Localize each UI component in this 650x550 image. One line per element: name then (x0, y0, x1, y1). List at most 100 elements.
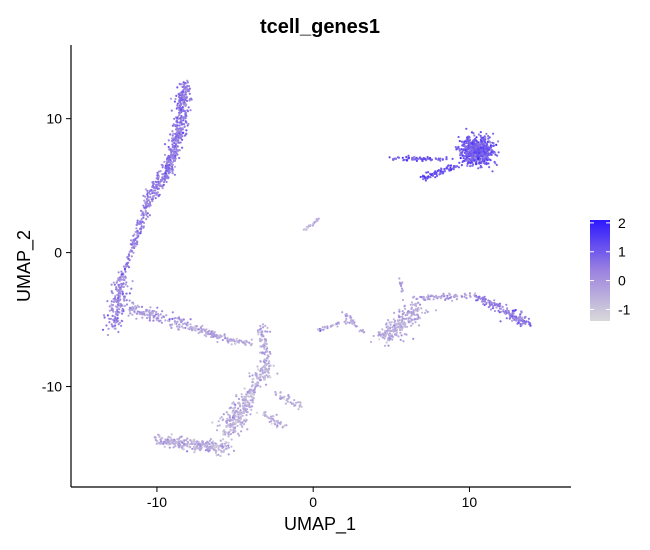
cell-point (252, 393, 256, 396)
cell-point (350, 319, 353, 322)
cell-point (226, 417, 229, 420)
cell-point (395, 328, 399, 331)
cell-point (146, 195, 149, 198)
x-tick-label: 0 (309, 494, 317, 510)
cell-point (182, 88, 185, 92)
cell-point (478, 150, 481, 153)
cell-point (345, 313, 348, 316)
cell-point (248, 375, 251, 378)
cell-point (426, 177, 429, 180)
cell-point (439, 171, 443, 174)
cell-point (230, 445, 233, 448)
cell-point (237, 432, 240, 435)
cell-point (237, 407, 240, 410)
cell-point (222, 413, 225, 416)
cell-point (173, 158, 176, 161)
cell-point (269, 352, 272, 355)
cell-point (253, 382, 257, 385)
cell-point (300, 405, 303, 408)
cell-point (139, 230, 142, 233)
cell-point (482, 136, 485, 139)
cell-point (476, 148, 480, 151)
cell-point (434, 176, 437, 179)
cell-point (274, 423, 277, 426)
cell-point (381, 332, 384, 335)
cell-point (178, 113, 181, 117)
cell-point (146, 199, 149, 202)
cell-point (131, 308, 134, 311)
cell-point (483, 295, 486, 298)
cell-point (480, 144, 483, 147)
cell-point (244, 407, 247, 410)
cell-point (110, 283, 113, 286)
cell-point (141, 220, 144, 223)
cell-point (466, 164, 469, 167)
cell-point (168, 163, 171, 166)
cell-point (114, 296, 117, 299)
cell-point (209, 438, 212, 441)
cell-point (440, 167, 443, 171)
cell-point (181, 320, 184, 323)
cell-point (114, 324, 117, 327)
cell-point (267, 371, 270, 374)
cell-point (507, 309, 510, 313)
cell-point (401, 328, 404, 331)
cell-point (388, 334, 391, 337)
cell-point (114, 317, 117, 320)
cell-point (264, 338, 267, 341)
cell-point (169, 168, 172, 171)
cell-point (481, 297, 484, 300)
cell-point (316, 328, 319, 331)
cell-point (235, 337, 238, 340)
cell-point (163, 179, 166, 182)
cell-point (110, 291, 113, 294)
cell-point (454, 295, 457, 298)
cell-point (261, 323, 265, 326)
cell-point (159, 441, 163, 444)
cell-point (190, 442, 193, 445)
cell-point (258, 337, 262, 340)
cell-point (208, 439, 211, 442)
cell-point (153, 191, 156, 195)
cell-point (178, 82, 181, 85)
cell-point (520, 324, 523, 327)
cell-point (126, 262, 129, 265)
cell-point (236, 418, 239, 421)
cell-point (266, 330, 269, 333)
cell-point (449, 164, 452, 167)
cell-point (247, 395, 251, 398)
cell-point (170, 151, 173, 154)
cell-point (405, 159, 409, 162)
cell-point (164, 319, 167, 322)
cell-point (128, 308, 131, 311)
cell-point (471, 164, 474, 167)
cell-point (167, 145, 170, 149)
cell-point (279, 395, 282, 398)
cell-point (157, 441, 160, 445)
cell-point (117, 283, 120, 287)
cell-point (244, 401, 247, 404)
cell-point (168, 154, 172, 158)
cell-point (120, 283, 123, 286)
cell-point (131, 301, 134, 304)
cell-point (173, 123, 176, 127)
cell-point (391, 326, 394, 329)
cell-point (242, 407, 245, 410)
cell-point (136, 219, 139, 222)
cell-point (173, 320, 176, 323)
cell-point (234, 421, 237, 424)
cell-point (422, 296, 425, 299)
cell-point (226, 419, 229, 422)
cell-point (189, 318, 192, 321)
cell-point (403, 317, 406, 320)
cell-point (178, 129, 181, 132)
cell-point (134, 237, 137, 240)
cell-point (401, 289, 404, 292)
cell-point (205, 445, 208, 448)
cell-point (455, 298, 458, 301)
cell-point (399, 338, 402, 341)
cell-point (411, 322, 414, 325)
cell-point (402, 340, 405, 343)
cell-point (123, 265, 126, 268)
cell-point (178, 149, 181, 152)
